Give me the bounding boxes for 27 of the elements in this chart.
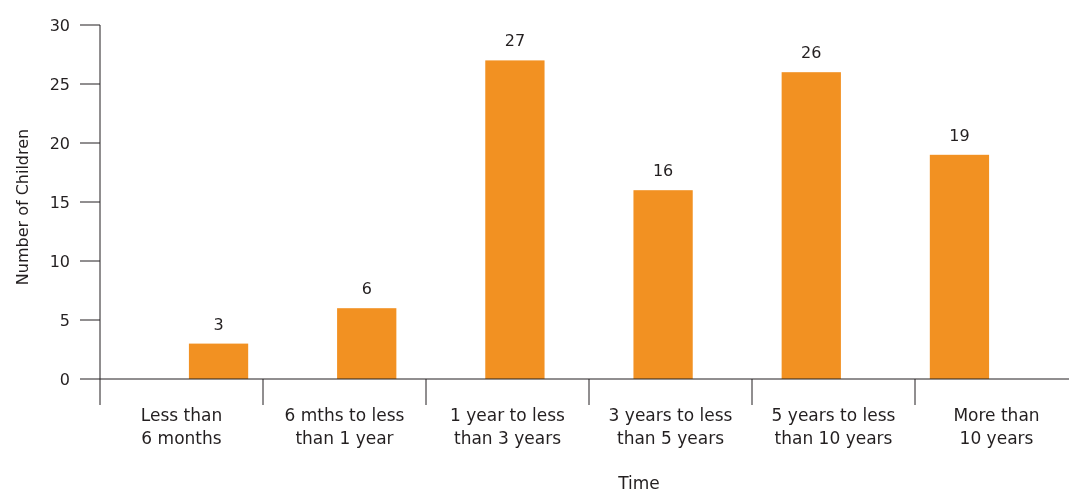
data-label: 19	[949, 125, 970, 145]
x-tick-label: 5 years to less than 10 years	[771, 405, 896, 448]
bar	[485, 60, 545, 379]
data-label: 3	[213, 314, 224, 334]
y-tick-label: 25	[49, 74, 70, 94]
y-tick-label: 15	[49, 192, 70, 212]
x-tick-label: Less than 6 months	[140, 405, 223, 448]
x-axis-title: Time	[617, 473, 660, 491]
data-label: 26	[801, 43, 822, 63]
bar	[337, 308, 397, 379]
bar	[633, 190, 693, 379]
data-label: 27	[504, 31, 526, 51]
x-tick-label: 6 mths to less than 1 year	[284, 405, 405, 448]
data-label: 6	[361, 279, 372, 299]
y-tick-label: 30	[49, 15, 70, 35]
y-tick-label: 20	[49, 133, 70, 153]
y-axis-title: Number of Children	[13, 128, 32, 286]
y-tick-label: 0	[59, 369, 70, 389]
x-tick-label: 3 years to less than 5 years	[608, 405, 733, 448]
bar	[188, 343, 249, 379]
y-tick-label: 5	[59, 310, 70, 330]
x-tick-label: More than 10 years	[953, 405, 1040, 448]
data-label: 16	[652, 161, 674, 181]
bar	[929, 154, 990, 379]
y-tick-label: 10	[49, 251, 70, 271]
x-tick-label: 1 year to less than 3 years	[450, 405, 566, 448]
bar	[781, 72, 841, 379]
